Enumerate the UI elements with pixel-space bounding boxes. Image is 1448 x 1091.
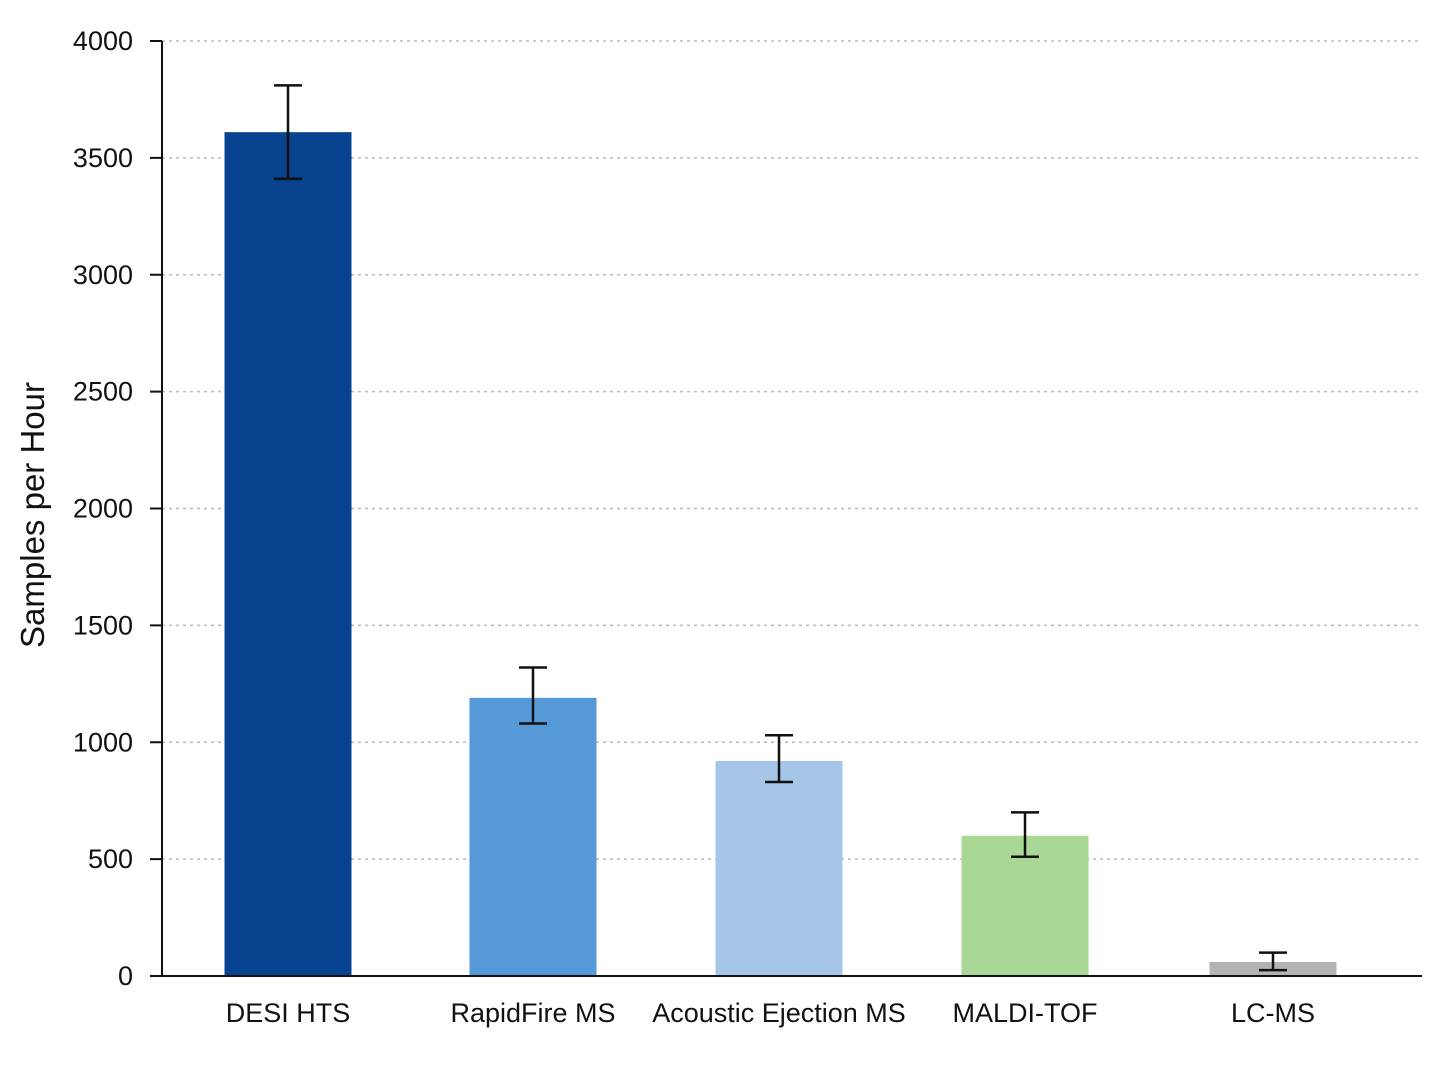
error-bar (1011, 811, 1039, 859)
bar (469, 697, 597, 976)
x-category-label: RapidFire MS (450, 998, 615, 1028)
y-tick-label: 500 (88, 844, 133, 874)
y-tick-label: 4000 (73, 26, 133, 56)
y-axis-ticks: 0 500 1000 1500 2000 2500 3000 3500 4000 (73, 26, 162, 991)
y-tick-label: 1500 (73, 610, 133, 640)
bar (715, 760, 843, 976)
y-tick-label: 2500 (73, 377, 133, 407)
error-bar (519, 666, 547, 725)
y-axis-title: Samples per Hour (14, 382, 51, 648)
error-bar (1259, 951, 1287, 972)
x-category-label: MALDI-TOF (952, 998, 1097, 1028)
x-category-label: Acoustic Ejection MS (652, 998, 906, 1028)
y-tick-label: 0 (118, 961, 133, 991)
error-bars (274, 84, 1287, 972)
y-tick-label: 3000 (73, 260, 133, 290)
error-bar (765, 733, 793, 784)
y-tick-label: 2000 (73, 494, 133, 524)
y-tick-label: 1000 (73, 727, 133, 757)
bar (961, 835, 1089, 976)
x-category-label: LC-MS (1231, 998, 1315, 1028)
x-category-label: DESI HTS (226, 998, 351, 1028)
y-tick-label: 3500 (73, 143, 133, 173)
bar (224, 132, 352, 977)
error-bar (274, 84, 302, 181)
x-axis-category-labels: DESI HTS RapidFire MS Acoustic Ejection MS… (226, 998, 1315, 1028)
bars (224, 132, 1337, 977)
